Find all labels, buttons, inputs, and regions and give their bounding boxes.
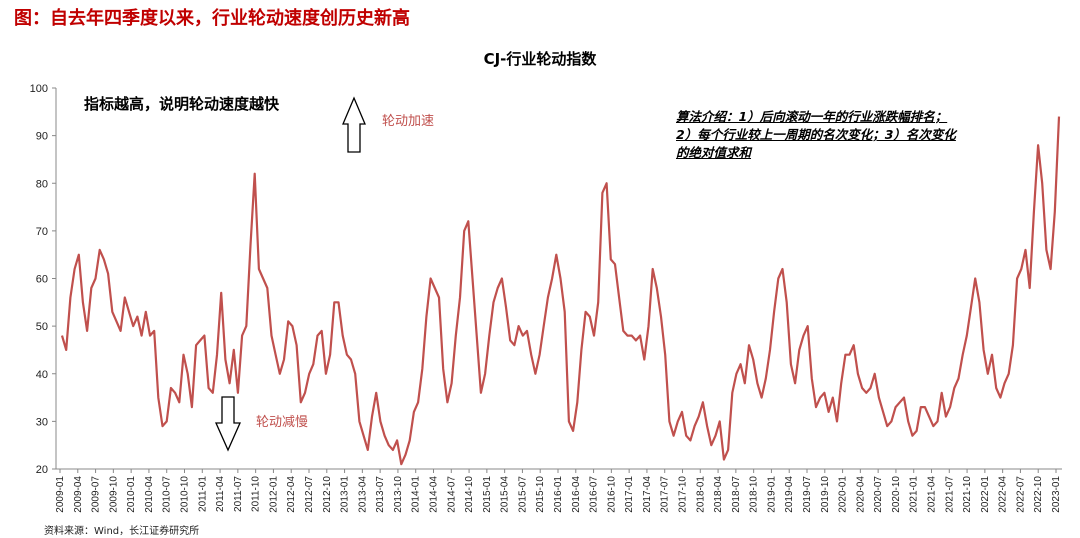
chart-title: CJ-行业轮动指数: [483, 50, 597, 68]
y-tick-label: 20: [36, 464, 48, 476]
acceleration-label: 轮动加速: [382, 114, 435, 129]
x-tick-label: 2014-07: [446, 476, 457, 513]
x-tick-label: 2011-07: [233, 476, 244, 512]
x-tick-label: 2010-01: [126, 476, 137, 513]
x-tick-label: 2014-04: [429, 476, 440, 513]
x-tick-label: 2012-07: [304, 476, 315, 513]
x-tick-label: 2016-04: [571, 476, 582, 513]
x-tick-label: 2013-10: [393, 476, 404, 513]
x-tick-label: 2013-04: [357, 476, 368, 513]
x-tick-label: 2018-07: [731, 476, 742, 513]
x-tick-label: 2020-01: [838, 476, 849, 513]
x-tick-label: 2015-04: [500, 476, 511, 513]
x-tick-label: 2019-01: [766, 476, 777, 513]
x-tick-label: 2022-01: [980, 476, 991, 513]
x-tick-label: 2011-10: [251, 476, 262, 512]
y-tick-label: 90: [36, 131, 48, 143]
series-line-rotation-index: [60, 116, 1061, 466]
x-tick-label: 2018-04: [713, 476, 724, 513]
x-tick-label: 2021-10: [962, 476, 973, 513]
x-tick-label: 2022-04: [998, 476, 1009, 513]
x-tick-label: 2012-04: [286, 476, 297, 513]
data-source: 资料来源：Wind，长江证券研究所: [44, 526, 200, 537]
x-tick-label: 2009-07: [91, 476, 102, 513]
x-tick-label: 2015-01: [482, 476, 493, 513]
x-tick-label: 2009-10: [108, 476, 119, 513]
x-tick-label: 2016-10: [606, 476, 617, 513]
x-tick-label: 2017-10: [678, 476, 689, 513]
up-arrow-icon: [342, 96, 366, 153]
x-tick-label: 2020-10: [891, 476, 902, 513]
x-tick-label: 2019-10: [820, 476, 831, 513]
x-tick-label: 2013-07: [375, 476, 386, 513]
x-tick-label: 2012-10: [322, 476, 333, 513]
x-tick-label: 2017-01: [624, 476, 635, 513]
x-tick-label: 2010-07: [162, 476, 173, 513]
x-tick-label: 2013-01: [340, 476, 351, 513]
x-tick-label: 2022-10: [1033, 476, 1044, 513]
high-value-note: 指标越高，说明轮动速度越快: [84, 95, 280, 113]
y-tick-label: 40: [36, 369, 48, 381]
y-tick-label: 30: [36, 416, 48, 428]
x-tick-label: 2018-10: [749, 476, 760, 513]
x-tick-label: 2017-07: [660, 476, 671, 513]
x-tick-label: 2022-07: [1015, 476, 1026, 513]
x-tick-label: 2019-07: [802, 476, 813, 513]
x-tick-label: 2010-10: [180, 476, 191, 513]
x-tick-label: 2019-04: [784, 476, 795, 513]
x-tick-label: 2014-01: [411, 476, 422, 513]
x-tick-label: 2011-04: [215, 476, 226, 512]
y-tick-label: 70: [36, 226, 48, 238]
y-tick-label: 50: [36, 321, 48, 333]
x-tick-label: 2021-04: [927, 476, 938, 513]
algorithm-note: 算法介绍：1）后向滚动一年的行业涨跌幅排名；2）每个行业较上一周期的名次变化；3…: [676, 109, 956, 160]
x-tick-label: 2023-01: [1051, 476, 1062, 513]
x-tick-label: 2017-04: [642, 476, 653, 513]
x-tick-label: 2020-04: [855, 476, 866, 513]
deceleration-label: 轮动减慢: [256, 415, 309, 430]
y-tick-label: 100: [30, 83, 48, 95]
x-tick-label: 2015-07: [517, 476, 528, 513]
x-tick-label: 2012-01: [268, 476, 279, 513]
x-tick-label: 2018-01: [695, 476, 706, 513]
x-tick-label: 2009-04: [73, 476, 84, 513]
x-tick-label: 2021-07: [944, 476, 955, 513]
x-tick-label: 2011-01: [197, 476, 208, 512]
y-tick-label: 60: [36, 274, 48, 286]
x-tick-label: 2009-01: [55, 476, 66, 513]
y-tick-label: 80: [36, 178, 48, 190]
x-tick-label: 2016-07: [589, 476, 600, 513]
x-tick-label: 2015-10: [535, 476, 546, 513]
x-tick-label: 2021-01: [909, 476, 920, 513]
figure-header: 图：自去年四季度以来，行业轮动速度创历史新高: [14, 8, 410, 29]
x-tick-label: 2020-07: [873, 476, 884, 513]
down-arrow-icon: [214, 396, 242, 452]
x-tick-label: 2016-01: [553, 476, 564, 513]
x-tick-label: 2014-10: [464, 476, 475, 513]
x-tick-label: 2010-04: [144, 476, 155, 513]
